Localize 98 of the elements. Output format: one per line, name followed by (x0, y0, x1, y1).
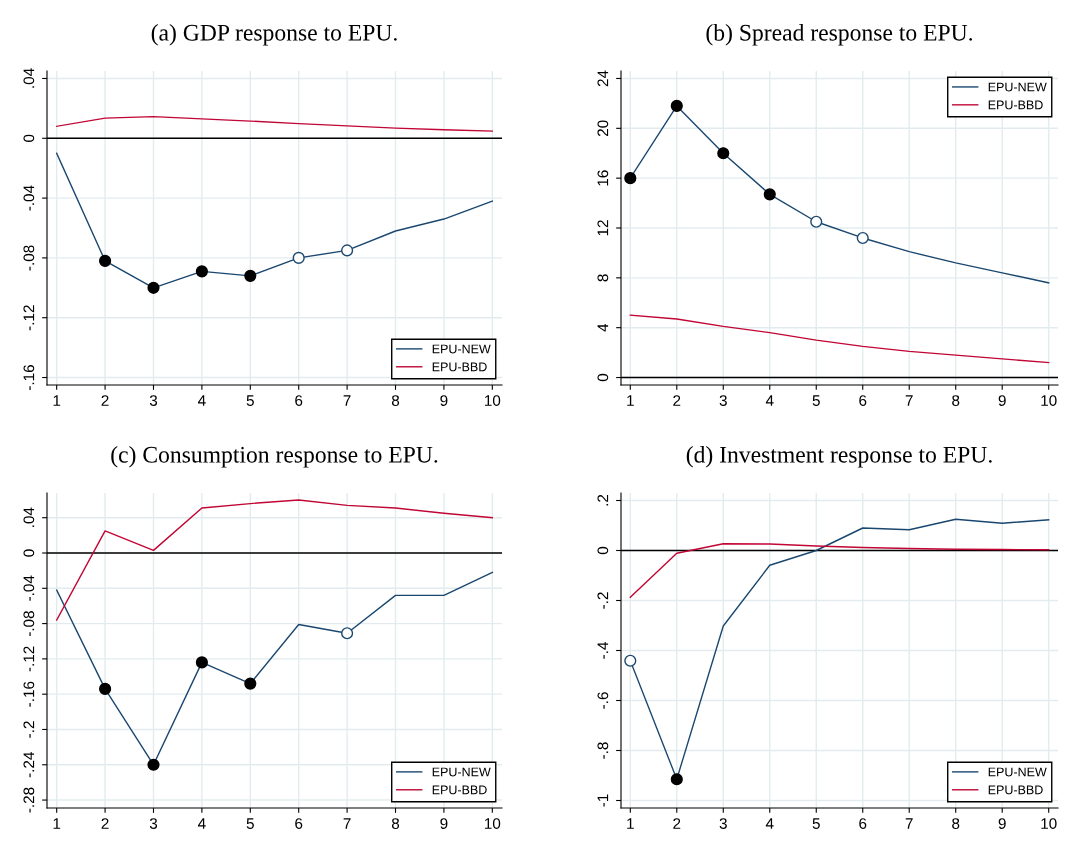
chart-title: (d) Investment response to EPU. (686, 446, 992, 468)
line-series (55, 499, 494, 621)
x-tick-label: 6 (859, 818, 867, 829)
x-tick-label: 1 (627, 818, 634, 829)
legend-label: EPU-NEW (432, 767, 491, 777)
x-tick-label: 6 (859, 395, 867, 406)
x-tick-label: 2 (101, 818, 109, 829)
y-tick-label: -.08 (23, 245, 35, 271)
x-tick-label: 1 (53, 818, 61, 829)
x-tick-label: 9 (440, 818, 448, 829)
point (195, 656, 208, 669)
point (670, 99, 683, 112)
point (99, 254, 112, 267)
x-tick-label: 7 (905, 395, 913, 406)
x-tick-label: 9 (440, 395, 448, 406)
x-tick-label: 3 (719, 395, 727, 406)
x-tick-label: 10 (484, 395, 501, 406)
x-tick-label: 4 (765, 818, 774, 829)
chart-title: (a) GDP response to EPU. (151, 24, 397, 46)
y-tick-label: 0 (23, 549, 35, 557)
x-tick-label: 8 (391, 395, 400, 406)
y-tick-label: -.24 (23, 752, 35, 778)
point (717, 147, 730, 160)
legend-label: EPU-BBD (988, 100, 1043, 110)
x-tick-label: 5 (812, 818, 820, 829)
y-tick-label: -.8 (597, 742, 609, 759)
x-tick-label: 7 (343, 818, 351, 829)
x-tick-label: 3 (149, 818, 158, 829)
legend-label: EPU-NEW (432, 344, 491, 354)
y-tick-label: .04 (23, 68, 35, 88)
point (147, 758, 160, 771)
y-tick-label: 20 (597, 120, 609, 137)
x-tick-label: 4 (198, 395, 206, 406)
chart-title: (c) Consumption response to EPU. (111, 446, 438, 468)
y-tick-label: 16 (597, 170, 609, 186)
y-tick-label: .2 (597, 494, 609, 506)
point (244, 269, 257, 282)
y-tick-label: -.6 (597, 692, 609, 709)
x-tick-label: 8 (391, 818, 400, 829)
y-tick-label: 0 (597, 373, 609, 382)
x-tick-label: 5 (812, 395, 820, 406)
x-tick-label: 1 (53, 395, 61, 406)
point (195, 265, 208, 278)
x-tick-label: 5 (246, 818, 254, 829)
y-tick-label: -.28 (23, 787, 35, 813)
y-tick-label: -.08 (23, 611, 35, 637)
y-tick-label: 24 (597, 70, 609, 87)
y-tick-label: -.12 (23, 305, 35, 331)
line-series (55, 115, 494, 132)
y-tick-label: .04 (23, 507, 35, 527)
x-tick-label: 1 (627, 395, 634, 406)
legend-label: EPU-BBD (432, 362, 487, 372)
x-tick-label: 5 (246, 395, 254, 406)
y-tick-label: -.2 (23, 721, 35, 738)
y-tick-label: 12 (597, 220, 609, 236)
point (99, 682, 112, 695)
legend-label: EPU-BBD (432, 785, 487, 795)
y-tick-label: 0 (597, 546, 609, 555)
line-series (629, 314, 1050, 364)
legend-label: EPU-NEW (988, 767, 1047, 777)
point (624, 172, 637, 185)
x-tick-label: 7 (343, 395, 351, 406)
x-tick-label: 10 (484, 818, 501, 829)
y-tick-label: -.12 (23, 646, 35, 672)
y-tick-label: -1 (597, 794, 609, 807)
x-tick-label: 9 (998, 818, 1006, 829)
x-tick-label: 10 (1041, 818, 1057, 829)
y-tick-label: -.04 (23, 185, 35, 211)
y-tick-label: -.16 (23, 681, 35, 707)
legend-label: EPU-NEW (988, 82, 1047, 92)
x-tick-label: 2 (673, 395, 681, 406)
line-series (629, 543, 1050, 598)
point (147, 281, 160, 294)
point (244, 677, 257, 690)
x-tick-label: 3 (149, 395, 158, 406)
x-tick-label: 8 (952, 395, 960, 406)
x-tick-label: 6 (295, 818, 303, 829)
y-tick-label: -.4 (597, 642, 609, 659)
y-tick-label: 8 (597, 274, 609, 282)
x-tick-label: 10 (1041, 395, 1057, 406)
y-tick-label: -.16 (23, 365, 35, 391)
y-tick-label: -.2 (597, 592, 609, 609)
y-tick-label: 4 (597, 323, 609, 332)
x-tick-label: 4 (198, 818, 206, 829)
x-tick-label: 6 (295, 395, 303, 406)
point (341, 627, 354, 640)
y-tick-label: -.04 (23, 575, 35, 601)
y-tick-label: 0 (23, 134, 35, 142)
point (763, 188, 776, 201)
x-tick-label: 2 (673, 818, 681, 829)
x-tick-label: 2 (101, 395, 109, 406)
legend-label: EPU-BBD (988, 785, 1043, 795)
chart-title: (b) Spread response to EPU. (706, 24, 973, 46)
x-tick-label: 4 (765, 395, 774, 406)
x-tick-label: 3 (719, 818, 727, 829)
x-tick-label: 9 (998, 395, 1006, 406)
x-tick-label: 8 (952, 818, 960, 829)
x-tick-label: 7 (905, 818, 913, 829)
